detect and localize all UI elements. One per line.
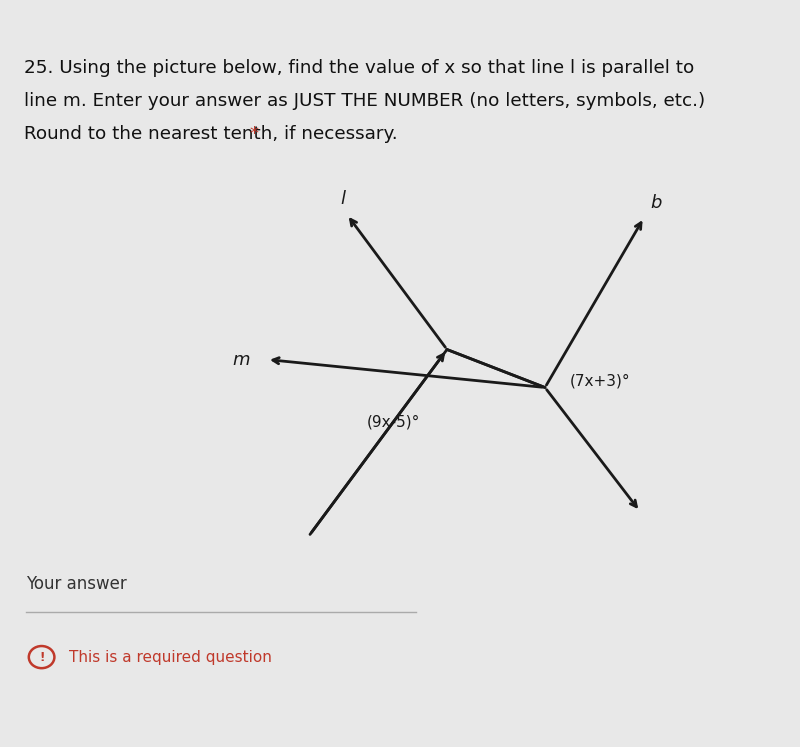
Text: l: l (341, 190, 346, 208)
Text: b: b (650, 194, 662, 212)
Text: *: * (244, 125, 259, 143)
Text: 25. Using the picture below, find the value of x so that line l is parallel to: 25. Using the picture below, find the va… (24, 59, 694, 77)
Text: line m. Enter your answer as JUST THE NUMBER (no letters, symbols, etc.): line m. Enter your answer as JUST THE NU… (24, 92, 706, 110)
Text: !: ! (39, 651, 44, 663)
Text: m: m (232, 350, 250, 368)
Text: Your answer: Your answer (26, 574, 126, 593)
Text: Round to the nearest tenth, if necessary.: Round to the nearest tenth, if necessary… (24, 125, 398, 143)
Text: (9x-5)°: (9x-5)° (366, 415, 420, 430)
Text: This is a required question: This is a required question (69, 650, 272, 665)
Text: (7x+3)°: (7x+3)° (570, 374, 630, 389)
